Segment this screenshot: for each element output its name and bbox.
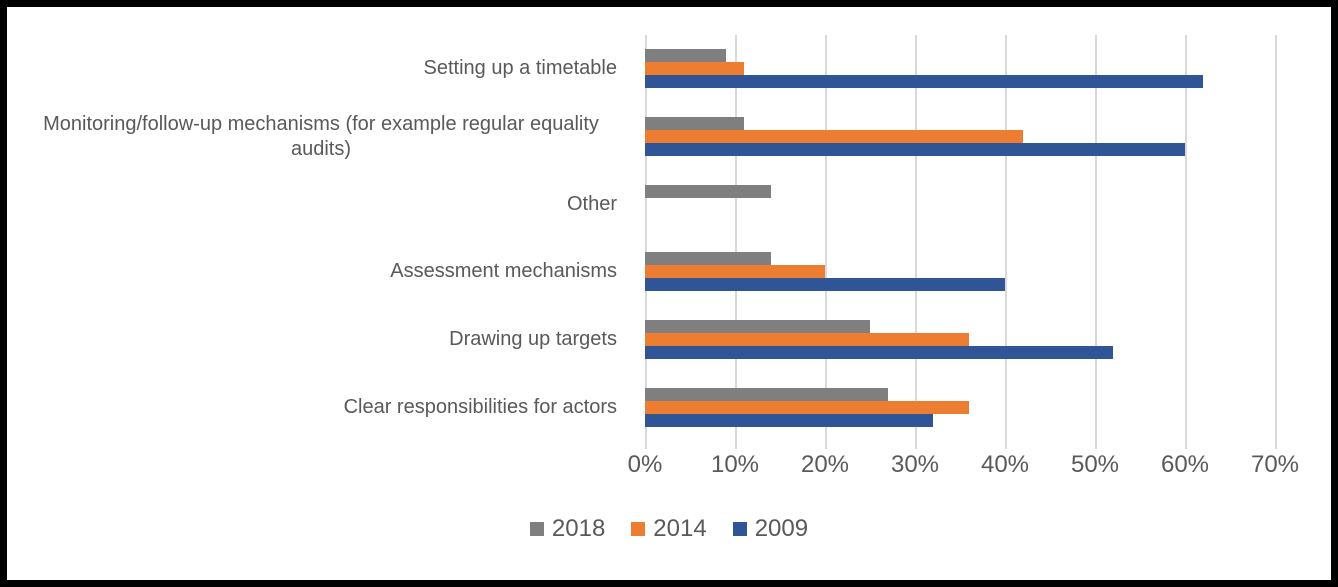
category-label-assessment-mechanisms: Assessment mechanisms	[390, 260, 617, 283]
bar-2009-drawing-up-targets	[645, 346, 1113, 360]
bar-2009-monitoring-follow-up-mechanisms-for-example-regular-equality-audits	[645, 143, 1185, 156]
category-label-row: Setting up a timetable	[7, 35, 633, 103]
bar-2018-drawing-up-targets	[645, 320, 870, 334]
legend-item-2009: 2009	[732, 515, 809, 543]
bar-2009-clear-responsibilities-for-actors	[645, 413, 933, 427]
bar-group-monitoring-follow-up-mechanisms-for-example-regular-equality-audits	[645, 103, 1307, 171]
legend-swatch-2009	[732, 522, 747, 536]
gridline-0%	[645, 35, 647, 449]
category-axis: Setting up a timetable Monitoring/follow-…	[7, 35, 633, 441]
category-label-drawing-up-targets: Drawing up targets	[449, 328, 617, 351]
bar-2018-assessment-mechanisms	[645, 252, 771, 266]
category-label-row: Assessment mechanisms	[7, 238, 633, 306]
legend-swatch-2014	[631, 522, 646, 536]
bar-group-assessment-mechanisms	[645, 238, 1307, 306]
category-label-clear-responsibilities-for-actors: Clear responsibilities for actors	[343, 395, 617, 418]
gridline-30%	[915, 35, 917, 449]
bar-2014-drawing-up-targets	[645, 333, 969, 347]
bar-2014-monitoring-follow-up-mechanisms-for-example-regular-equality-audits	[645, 130, 1023, 143]
x-tick-label-60%: 60%	[1160, 451, 1210, 478]
gridline-60%	[1185, 35, 1187, 449]
bar-group-other	[645, 170, 1307, 238]
bar-2018-setting-up-a-timetable	[645, 49, 726, 63]
category-label-row: Monitoring/follow-up mechanisms (for exa…	[7, 103, 633, 171]
legend-item-2014: 2014	[631, 515, 707, 543]
x-tick-label-70%: 70%	[1250, 451, 1300, 478]
bar-rows	[645, 35, 1307, 441]
gridline-40%	[1005, 35, 1007, 449]
legend-swatch-2018	[529, 522, 544, 536]
bar-2018-monitoring-follow-up-mechanisms-for-example-regular-equality-audits	[645, 117, 744, 130]
gridline-10%	[735, 35, 737, 449]
gridline-20%	[825, 35, 827, 449]
category-label-row: Drawing up targets	[7, 306, 633, 374]
legend-label-2009: 2009	[754, 515, 809, 542]
gridline-50%	[1095, 35, 1097, 449]
bar-2014-clear-responsibilities-for-actors	[645, 400, 969, 414]
x-tick-label-30%: 30%	[890, 451, 940, 478]
category-label-setting-up-a-timetable: Setting up a timetable	[423, 57, 617, 80]
x-tick-label-20%: 20%	[800, 451, 850, 478]
x-tick-label-40%: 40%	[980, 451, 1030, 478]
bar-2009-assessment-mechanisms	[645, 278, 1005, 292]
bar-2018-other	[645, 184, 771, 198]
x-tick-label-0%: 0%	[627, 451, 663, 478]
gridline-70%	[1275, 35, 1277, 449]
plot-area	[645, 35, 1307, 449]
category-label-row: Other	[7, 170, 633, 238]
x-tick-label-10%: 10%	[710, 451, 760, 478]
legend-item-2018: 2018	[529, 515, 606, 543]
legend-label-2014: 2014	[653, 515, 707, 542]
bar-2014-assessment-mechanisms	[645, 265, 825, 279]
legend-label-2018: 2018	[551, 515, 606, 542]
bar-2018-clear-responsibilities-for-actors	[645, 387, 888, 401]
legend: 2018 2014 2009	[7, 515, 1331, 543]
bar-2014-setting-up-a-timetable	[645, 62, 744, 76]
category-label-row: Clear responsibilities for actors	[7, 373, 633, 441]
bar-group-setting-up-a-timetable	[645, 35, 1307, 103]
x-tick-label-50%: 50%	[1070, 451, 1120, 478]
bar-group-drawing-up-targets	[645, 306, 1307, 374]
bar-2009-setting-up-a-timetable	[645, 75, 1203, 89]
bar-group-clear-responsibilities-for-actors	[645, 373, 1307, 441]
category-label-monitoring-follow-up-mechanisms-for-example-regular-equality-audits: Monitoring/follow-up mechanisms (for exa…	[43, 112, 599, 160]
category-label-other: Other	[566, 192, 617, 215]
